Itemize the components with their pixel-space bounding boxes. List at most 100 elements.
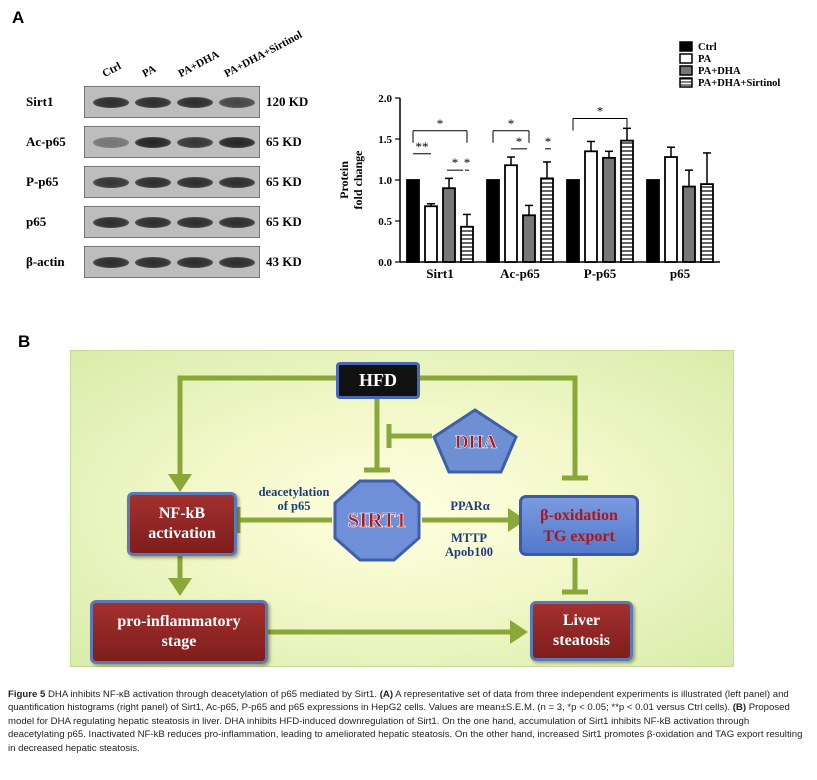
deacetylation-line-2: of p65	[277, 499, 311, 513]
mttp-line: MTTP	[450, 531, 488, 545]
caption-b-label: (B)	[732, 702, 747, 714]
liver-steatosis-box: Liver steatosis	[530, 601, 633, 661]
sirt1-label: SIRT1	[347, 508, 407, 533]
inflam-line-2: stage	[161, 633, 197, 650]
inflam-line-1: pro-inflammatory	[117, 613, 241, 630]
caption-a-text: A representative set of data from three …	[8, 689, 789, 714]
blot-row-kd: 120 KD	[266, 94, 309, 109]
blot-band	[135, 216, 171, 228]
significance-mark: **	[416, 139, 429, 154]
blot-band	[93, 216, 129, 228]
legend-label: PA+DHA	[698, 66, 741, 77]
dha-pentagon	[432, 408, 518, 474]
panel-a-letter: A	[12, 8, 25, 27]
legend-swatch	[679, 65, 693, 76]
caption-a-label: (A)	[379, 689, 394, 700]
bar	[664, 156, 678, 263]
nfkb-activation-box: NF-kB activation	[127, 492, 237, 556]
blot-row-kd: 65 KD	[266, 214, 302, 229]
sirt1-octagon	[333, 479, 421, 562]
blot-image	[84, 246, 260, 278]
legend-swatch	[679, 41, 693, 52]
bar	[566, 179, 580, 263]
caption-title: DHA inhibits NF-κB activation through de…	[48, 689, 378, 700]
panel-b-letter: B	[18, 332, 31, 351]
blot-image	[84, 86, 260, 118]
y-tick-label: 1.0	[378, 175, 392, 187]
steatosis-line-1: Liver	[562, 612, 601, 629]
bar	[646, 179, 660, 263]
blot-band	[135, 256, 171, 268]
blot-band	[177, 176, 213, 188]
blot-band	[177, 256, 213, 268]
significance-mark: *	[452, 155, 459, 170]
y-tick-label: 0.0	[378, 257, 392, 269]
blot-image	[84, 166, 260, 198]
y-axis-label-2: fold change	[351, 150, 365, 210]
blot-band	[93, 96, 129, 108]
legend-swatch	[679, 77, 693, 88]
pro-inflammatory-box: pro-inflammatory stage	[90, 600, 268, 664]
bar	[486, 179, 500, 263]
ppar-label: PPARα	[450, 499, 490, 513]
hfd-node: HFD	[336, 362, 420, 399]
blot-row-kd: 65 KD	[266, 174, 302, 189]
deacetylation-line-1: deacetylation	[258, 485, 330, 499]
x-tick-label: Sirt1	[426, 266, 453, 281]
x-tick-label: p65	[670, 266, 691, 281]
significance-mark: *	[508, 116, 515, 131]
caption-figure-number: Figure 5	[8, 689, 46, 700]
nfkb-line-2: activation	[148, 525, 216, 542]
protein-fold-change-chart: 0.0 0.5 1.0 1.5 2.0 Protein fold change Sirt1 Ac…	[337, 41, 780, 281]
blot-row-label: β-actin	[26, 254, 65, 269]
blot-band	[219, 176, 255, 188]
beta-ox-line-1: β-oxidation	[540, 506, 618, 524]
blot-band	[219, 96, 255, 108]
blot-band	[93, 176, 129, 188]
legend-swatch	[679, 53, 693, 64]
beta-ox-line-2: TG export	[543, 527, 615, 545]
blot-band	[177, 136, 213, 148]
blot-row-label: p65	[26, 214, 47, 229]
x-tick-label: P-p65	[584, 266, 617, 281]
blot-band	[93, 256, 129, 268]
blot-band	[135, 96, 171, 108]
blot-row-label: P-p65	[26, 174, 59, 189]
dha-label: DHA	[454, 432, 498, 454]
legend-label: Ctrl	[698, 42, 717, 53]
blot-band	[93, 136, 129, 148]
caption-b-text: Proposed model for DHA regulating hepati…	[8, 702, 803, 754]
significance-mark: *	[545, 134, 552, 149]
apob-line: Apob100	[445, 545, 493, 559]
y-axis-label: Protein	[337, 161, 351, 199]
blot-row-kd: 65 KD	[266, 134, 302, 149]
blot-band	[135, 176, 171, 188]
beta-oxidation-box: β-oxidation TG export	[519, 495, 639, 556]
blot-row-kd: 43 KD	[266, 254, 302, 269]
deacetylation-label: deacetylation of p65	[244, 485, 344, 513]
blot-band	[219, 256, 255, 268]
significance-mark: *	[464, 155, 471, 170]
nfkb-line-1: NF-kB	[158, 505, 206, 522]
blot-band	[219, 216, 255, 228]
blot-row-label: Ac-p65	[26, 134, 66, 149]
blot-image	[84, 126, 260, 158]
legend-label: PA+DHA+Sirtinol	[698, 78, 780, 89]
blot-band	[219, 136, 255, 148]
y-tick-label: 2.0	[378, 93, 392, 105]
blot-row-label: Sirt1	[26, 94, 54, 109]
legend-label: PA	[698, 54, 712, 65]
significance-mark: *	[437, 116, 444, 131]
significance-mark: *	[597, 104, 604, 119]
y-tick-label: 1.5	[378, 134, 392, 146]
x-tick-label: Ac-p65	[500, 266, 540, 281]
bar	[406, 179, 420, 263]
blot-band	[177, 216, 213, 228]
figure-caption: Figure 5 DHA inhibits NF-κB activation t…	[8, 688, 808, 755]
y-tick-label: 0.5	[378, 216, 392, 228]
blot-image	[84, 206, 260, 238]
steatosis-line-2: steatosis	[553, 632, 610, 649]
significance-mark: *	[516, 134, 523, 149]
mttp-apob-label: MTTP Apob100	[432, 531, 506, 559]
